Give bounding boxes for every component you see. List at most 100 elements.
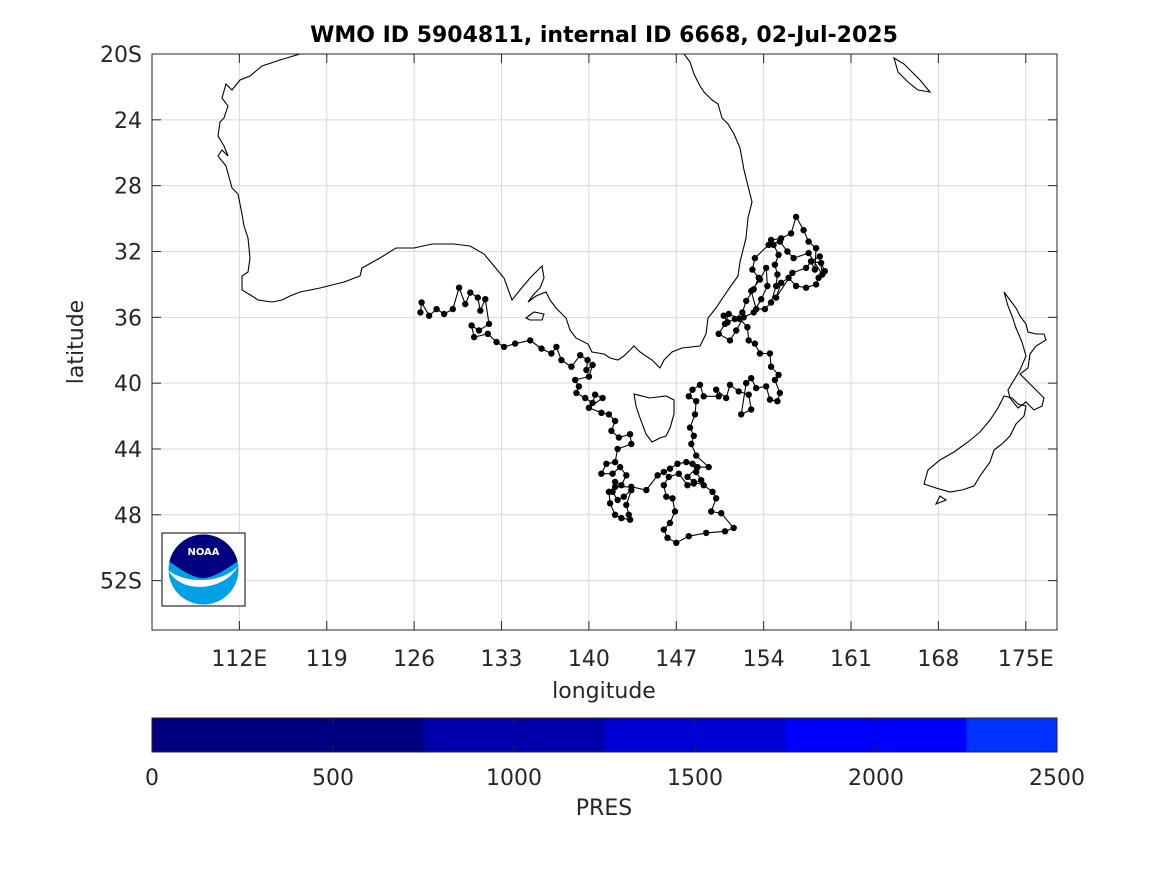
profile-point	[775, 371, 782, 379]
pressure-colorbar	[152, 718, 1057, 752]
profile-point	[584, 356, 591, 364]
profile-point	[660, 526, 667, 533]
profile-point	[755, 274, 762, 281]
profile-point	[664, 534, 671, 541]
lon-tick-label: 161	[830, 647, 872, 672]
profile-point	[705, 463, 712, 471]
stewart-island-coastline	[934, 495, 948, 506]
profile-point	[776, 389, 784, 397]
profile-point	[538, 345, 545, 352]
colorbar-tick-label: 2500	[1029, 766, 1085, 791]
profile-point	[689, 386, 696, 393]
profile-point	[751, 254, 759, 262]
x-axis-label: longitude	[552, 679, 656, 704]
profile-point	[776, 238, 784, 245]
lat-tick-label: 28	[114, 175, 142, 200]
profile-point	[718, 510, 725, 517]
profile-point	[792, 213, 800, 221]
australia-coastline	[217, 53, 753, 369]
profile-point	[738, 411, 745, 418]
profile-point	[500, 343, 508, 351]
y-axis-label: latitude	[64, 300, 89, 384]
profile-point	[688, 440, 695, 448]
lon-tick-label: 175E	[998, 647, 1054, 672]
profile-point	[462, 300, 469, 308]
profile-point	[698, 477, 705, 484]
lon-tick-label: 133	[481, 647, 523, 672]
profile-point	[433, 305, 440, 313]
profile-point	[628, 483, 635, 490]
profile-point	[589, 361, 596, 369]
lat-tick-label: 36	[114, 306, 142, 331]
profile-point	[598, 470, 605, 477]
profile-point	[614, 496, 621, 504]
lon-tick-label: 119	[306, 647, 348, 672]
profile-point	[792, 282, 800, 290]
colorbar-tick-label: 1000	[486, 766, 542, 791]
profile-point	[766, 350, 774, 357]
profile-point	[753, 384, 760, 392]
profile-point	[761, 305, 769, 313]
profile-point	[512, 340, 519, 347]
profile-point	[674, 460, 681, 467]
profile-point	[572, 376, 579, 384]
profile-point	[485, 320, 493, 328]
map-axes-box	[151, 53, 1058, 631]
profile-point	[770, 241, 777, 249]
profile-point	[470, 333, 478, 341]
profile-point	[733, 327, 740, 334]
profile-point	[605, 411, 613, 418]
profile-point	[721, 528, 729, 535]
lat-tick-label: 44	[114, 438, 142, 463]
profile-point	[548, 350, 555, 357]
profile-point	[669, 495, 676, 502]
profile-point	[685, 393, 692, 400]
lat-tick-label: 32	[114, 240, 142, 265]
profile-point	[744, 324, 751, 331]
profile-point	[767, 299, 775, 306]
profile-point	[611, 483, 619, 490]
profile-point	[715, 393, 722, 400]
profile-point	[482, 296, 489, 303]
lat-tick-label: 24	[114, 109, 142, 134]
profile-point	[440, 310, 448, 318]
profile-point	[654, 472, 661, 479]
map-frame	[152, 54, 1057, 630]
profile-point	[585, 404, 593, 411]
profile-point	[643, 486, 650, 494]
profile-point	[671, 508, 679, 515]
profile-point	[558, 356, 565, 364]
profile-point	[666, 519, 674, 527]
colorbar-tick-label: 500	[312, 766, 354, 791]
profile-point	[802, 284, 810, 291]
lon-tick-label: 140	[568, 647, 610, 672]
latitude-ticks: 20S 24 28 32 36 40 44 48 52S	[100, 43, 1057, 595]
profile-point	[691, 411, 699, 418]
profile-point	[690, 432, 697, 439]
profile-point	[527, 337, 534, 344]
profile-point	[599, 394, 606, 402]
profile-point	[758, 296, 765, 303]
profile-point	[685, 533, 692, 540]
profile-point	[812, 245, 820, 252]
profile-point	[725, 310, 732, 318]
profile-point	[812, 281, 820, 288]
profile-point	[686, 424, 694, 431]
profile-point	[620, 493, 627, 500]
profile-point	[611, 458, 619, 466]
profile-point	[660, 468, 667, 476]
profile-point	[708, 508, 715, 515]
profile-point	[785, 274, 792, 281]
profile-point	[625, 511, 632, 518]
profile-point	[767, 236, 775, 244]
profile-point	[684, 473, 691, 481]
profile-point	[713, 495, 720, 502]
profile-point	[585, 373, 593, 380]
profile-point	[693, 398, 700, 405]
profile-point	[577, 352, 584, 359]
profile-point	[787, 230, 795, 237]
new-zealand-south-coastline	[923, 395, 1027, 493]
profile-point	[693, 452, 700, 459]
profile-point	[726, 381, 734, 388]
profile-point	[766, 396, 774, 403]
